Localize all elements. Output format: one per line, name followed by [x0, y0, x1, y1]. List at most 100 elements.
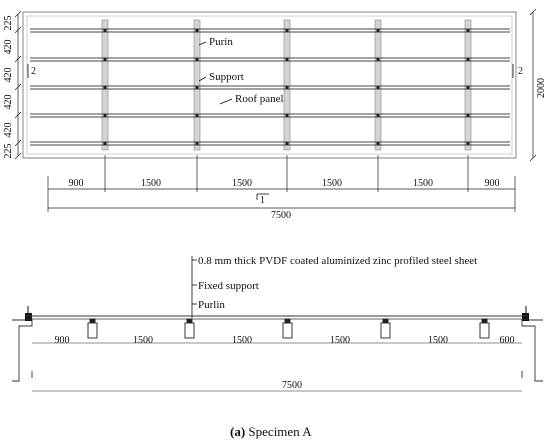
section-seg-4: 1500 — [428, 335, 448, 346]
figure-caption: (a) Specimen A — [230, 424, 312, 439]
bottom-seg-3: 1500 — [322, 178, 342, 189]
purlin-label: Purin — [209, 36, 233, 48]
purlin-bar — [101, 19, 109, 151]
purlin-section — [479, 322, 490, 339]
right-wall — [521, 319, 543, 382]
plan-outer-frame — [22, 11, 517, 159]
left-end-block — [25, 313, 32, 321]
section-mark-bottom-label: 1 — [260, 195, 265, 206]
plan-inner-frame — [26, 15, 513, 155]
tick — [14, 152, 22, 160]
support-dot — [285, 113, 289, 118]
left-dim-5: 225 — [3, 144, 14, 159]
section-mark-right-label: 2 — [518, 66, 523, 77]
support-label: Support — [209, 71, 244, 83]
support-dot — [285, 57, 289, 62]
right-dimension — [529, 8, 537, 162]
section-mark-left-label: 2 — [31, 66, 36, 77]
section-purlin — [282, 318, 293, 339]
section-total: 7500 — [282, 380, 302, 391]
purlin-section — [282, 322, 293, 339]
roof-panel-lines — [30, 28, 510, 146]
support-dot — [376, 85, 380, 90]
tick — [14, 83, 22, 91]
tick — [14, 55, 22, 63]
left-wall — [12, 319, 33, 382]
support-dot — [466, 85, 470, 90]
left-dimension-chain — [14, 10, 22, 160]
left-dim-3: 420 — [3, 95, 14, 110]
purlin-bar — [283, 19, 291, 151]
bottom-seg-5: 900 — [485, 178, 500, 189]
support-dot — [466, 141, 470, 146]
purlin-bar — [193, 19, 201, 151]
support-dot — [376, 113, 380, 118]
section-mark-bottom: 1 — [256, 193, 269, 206]
section-purlin — [479, 318, 490, 339]
section-seg-1: 1500 — [133, 335, 153, 346]
support-clip — [186, 318, 193, 324]
right-dim-label: 2000 — [536, 78, 547, 98]
section-mark-right: 2 — [512, 64, 523, 78]
tick — [14, 139, 22, 147]
purlin-section — [87, 322, 98, 339]
bottom-seg-4: 1500 — [413, 178, 433, 189]
left-dim-4: 420 — [3, 123, 14, 138]
support-dot — [103, 28, 107, 33]
bottom-total: 7500 — [271, 210, 291, 221]
section-purlin — [184, 318, 195, 339]
support-dot — [376, 28, 380, 33]
right-end-block — [522, 313, 529, 321]
purlin-bar — [374, 19, 382, 151]
fixed-support-label: Fixed support — [198, 280, 259, 292]
section-seg-0: 900 — [55, 335, 70, 346]
wall-outline — [12, 319, 33, 382]
section-seg-5: 600 — [500, 335, 515, 346]
purlin-bars — [101, 19, 472, 151]
bottom-dimension-chain — [47, 155, 516, 212]
tick — [14, 26, 22, 34]
support-dot — [103, 113, 107, 118]
support-dot — [376, 57, 380, 62]
support-dot — [285, 85, 289, 90]
support-clip — [481, 318, 488, 324]
wall-outline — [521, 319, 543, 382]
section-mark-left: 2 — [27, 64, 36, 78]
purlin-bar — [464, 19, 472, 151]
plan-callouts — [198, 41, 233, 105]
sheet-label: 0.8 mm thick PVDF coated aluminized zinc… — [198, 255, 477, 267]
tick — [529, 154, 537, 162]
bottom-seg-1: 1500 — [141, 178, 161, 189]
tick — [14, 10, 22, 18]
support-dot — [103, 57, 107, 62]
purlin-section — [380, 322, 391, 339]
roof-panel-leader — [219, 98, 233, 105]
support-dot — [466, 113, 470, 118]
support-dot — [466, 57, 470, 62]
tick — [529, 8, 537, 16]
section-purlin — [380, 318, 391, 339]
section-purlins — [87, 318, 490, 339]
support-dot — [195, 141, 199, 146]
support-leader — [198, 76, 207, 82]
support-dot — [285, 28, 289, 33]
section-seg-3: 1500 — [330, 335, 350, 346]
section-seg-2: 1500 — [232, 335, 252, 346]
bottom-seg-2: 1500 — [232, 178, 252, 189]
left-dim-0: 225 — [3, 16, 14, 31]
support-dot — [195, 28, 199, 33]
roof-panel-label: Roof panel — [235, 93, 284, 105]
support-dot — [103, 85, 107, 90]
support-clip — [284, 318, 291, 324]
purlin-section — [184, 322, 195, 339]
section-view: 0.8 mm thick PVDF coated aluminized zinc… — [12, 255, 543, 392]
support-dot — [285, 141, 289, 146]
support-dot — [103, 141, 107, 146]
support-dot — [195, 85, 199, 90]
caption-letter: (a) — [230, 424, 245, 439]
caption-text: Specimen A — [245, 424, 312, 439]
plan-view: Purin Support Roof panel 2 2 1 225 — [3, 8, 547, 221]
support-dots — [103, 28, 470, 146]
left-dim-1: 420 — [3, 40, 14, 55]
